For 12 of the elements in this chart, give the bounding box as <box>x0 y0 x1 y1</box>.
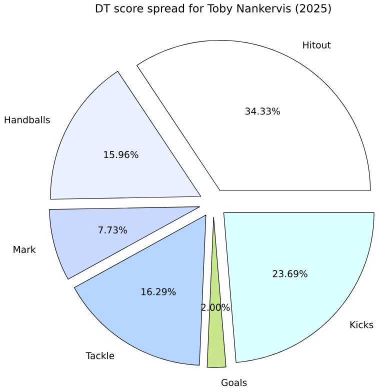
slice-label: Goals <box>222 378 247 386</box>
data-label: 16.29% <box>142 288 176 296</box>
data-label: 7.73% <box>98 226 128 234</box>
slice-label: Mark <box>14 246 36 253</box>
data-label: 34.33% <box>246 108 280 115</box>
slice-label: Hitout <box>303 41 331 49</box>
slice-label: Kicks <box>350 321 374 328</box>
slice-label: Handballs <box>5 116 50 124</box>
data-label: 23.69% <box>273 270 308 278</box>
data-label: 15.96% <box>104 151 139 158</box>
chart-title: DT score spread for Toby Nankervis (2025) <box>96 4 332 15</box>
slice-label: Tackle <box>86 352 114 360</box>
